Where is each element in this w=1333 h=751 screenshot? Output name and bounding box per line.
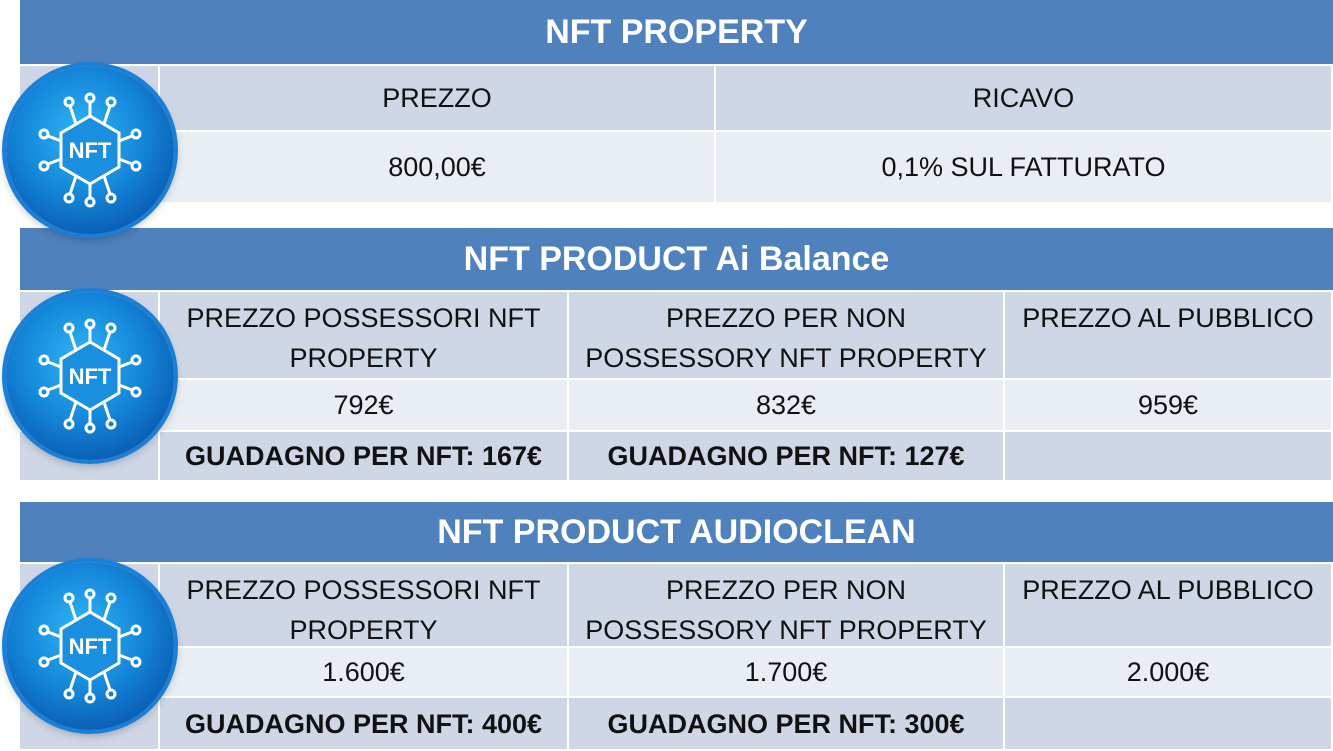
header-prezzo: PREZZO — [160, 66, 716, 132]
header-prezzo-pubblico: PREZZO AL PUBBLICO — [1005, 564, 1333, 648]
gain-non-possessory: GUADAGNO PER NFT: 300€ — [569, 698, 1005, 751]
ai-balance-table: PREZZO POSSESSORI NFT PROPERTY PREZZO PE… — [20, 292, 1333, 482]
header-prezzo-non-possessory: PREZZO PER NON POSSESSORY NFT PROPERTY — [569, 564, 1005, 648]
header-ricavo: RICAVO — [716, 66, 1333, 132]
audioclean-table: PREZZO POSSESSORI NFT PROPERTY PREZZO PE… — [20, 564, 1333, 751]
header-prezzo-possessori: PREZZO POSSESSORI NFT PROPERTY — [160, 564, 569, 648]
nft-logo: NFT — [6, 562, 174, 730]
header-prezzo-non-possessory: PREZZO PER NON POSSESSORY NFT PROPERTY — [569, 292, 1005, 380]
section-title-audioclean: NFT PRODUCT AUDIOCLEAN — [20, 502, 1333, 564]
value-prezzo: 800,00€ — [160, 132, 716, 204]
nft-circuit-icon: NFT — [38, 588, 142, 704]
nft-logo-label: NFT — [69, 364, 112, 389]
value-ricavo: 0,1% SUL FATTURATO — [716, 132, 1333, 204]
nft-logo-label: NFT — [69, 138, 112, 163]
value-possessori: 792€ — [160, 380, 569, 432]
gain-pubblico — [1005, 698, 1333, 751]
nft-circuit-icon: NFT — [38, 92, 142, 208]
nft-circuit-icon: NFT — [38, 318, 142, 434]
section-title-nft-property: NFT PROPERTY — [20, 0, 1333, 66]
gain-pubblico — [1005, 432, 1333, 482]
value-non-possessory: 832€ — [569, 380, 1005, 432]
gain-possessori: GUADAGNO PER NFT: 400€ — [160, 698, 569, 751]
section-title-ai-balance: NFT PRODUCT Ai Balance — [20, 228, 1333, 292]
header-prezzo-possessori: PREZZO POSSESSORI NFT PROPERTY — [160, 292, 569, 380]
gain-non-possessory: GUADAGNO PER NFT: 127€ — [569, 432, 1005, 482]
nft-logo-label: NFT — [69, 634, 112, 659]
value-possessori: 1.600€ — [160, 648, 569, 698]
gain-possessori: GUADAGNO PER NFT: 167€ — [160, 432, 569, 482]
value-non-possessory: 1.700€ — [569, 648, 1005, 698]
nft-logo: NFT — [6, 66, 174, 234]
value-pubblico: 959€ — [1005, 380, 1333, 432]
value-pubblico: 2.000€ — [1005, 648, 1333, 698]
nft-logo: NFT — [6, 292, 174, 460]
nft-property-table: PREZZO RICAVO 800,00€ 0,1% SUL FATTURATO — [20, 66, 1333, 204]
header-prezzo-pubblico: PREZZO AL PUBBLICO — [1005, 292, 1333, 380]
